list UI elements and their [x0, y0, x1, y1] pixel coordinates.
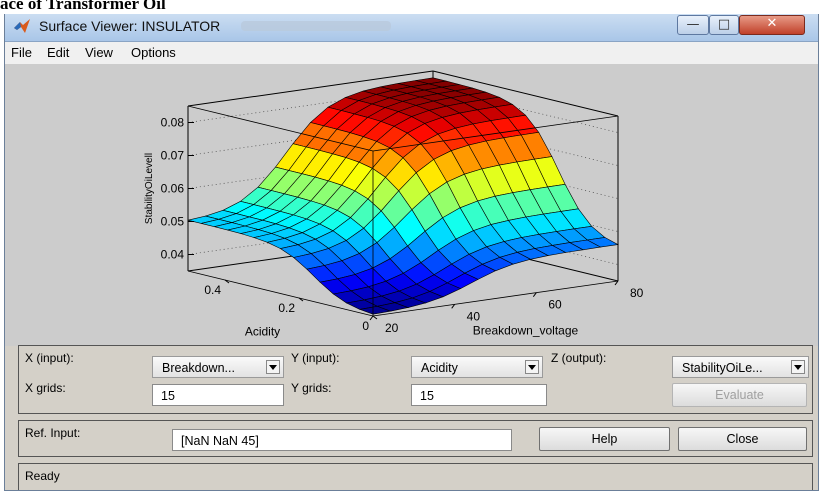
- x-tick-mark: [369, 315, 374, 321]
- box-edge: [187, 105, 374, 152]
- ref-input-label: Ref. Input:: [25, 426, 81, 440]
- x-tick-label: 80: [630, 286, 644, 300]
- x-tick-label: 60: [548, 298, 562, 312]
- box-edge: [372, 280, 619, 317]
- y-tick-label: 0.2: [278, 301, 295, 315]
- box-edge: [187, 270, 374, 317]
- y-tick-mark: [298, 297, 304, 302]
- z-tick-label: 0.06: [161, 182, 185, 196]
- close-window-button[interactable]: ✕: [739, 15, 805, 35]
- document-caption: ace of Transformer Oil: [0, 0, 819, 14]
- y-tick-label: 0.4: [204, 283, 221, 297]
- surface-plot-area[interactable]: 0.04 0.05 0.06 0.07 0.08 20 40 60 80 0 0.2 0.4 Break…: [5, 64, 818, 346]
- chevron-down-icon: [525, 360, 539, 374]
- y-input-select[interactable]: Acidity: [411, 356, 543, 378]
- ref-input-field[interactable]: [NaN NaN 45]: [172, 429, 512, 451]
- surface-plot[interactable]: 0.04 0.05 0.06 0.07 0.08 20 40 60 80 0 0.2 0.4 Break…: [5, 64, 819, 346]
- x-input-select[interactable]: Breakdown...: [152, 356, 284, 378]
- axes-selection-panel: X (input): Breakdown... Y (input): Acidi…: [18, 345, 813, 414]
- title-blur-region: [241, 21, 391, 31]
- x-grids-field[interactable]: 15: [152, 384, 284, 406]
- z-tick-label: 0.04: [161, 248, 185, 262]
- x-grids-value: 15: [161, 389, 175, 403]
- help-button[interactable]: Help: [539, 427, 670, 451]
- matlab-logo-icon: [14, 19, 30, 33]
- maximize-icon: □: [717, 17, 731, 32]
- surface-viewer-window: Surface Viewer: INSULATOR — □ ✕ File Edi…: [4, 10, 819, 491]
- minimize-button[interactable]: —: [677, 15, 709, 35]
- box-edge: [372, 115, 619, 152]
- x-tick-label: 20: [385, 321, 399, 335]
- menu-options[interactable]: Options: [131, 45, 176, 60]
- y-grids-field[interactable]: 15: [411, 384, 547, 406]
- ref-input-value: [NaN NaN 45]: [181, 434, 259, 448]
- y-grids-value: 15: [420, 389, 434, 403]
- menu-file[interactable]: File: [11, 45, 32, 60]
- close-icon: ✕: [766, 16, 778, 31]
- status-panel: Ready: [18, 463, 813, 490]
- menu-edit[interactable]: Edit: [47, 45, 70, 60]
- z-output-select[interactable]: StabilityOiLe...: [672, 356, 809, 378]
- x-axis-label: Breakdown_voltage: [473, 324, 579, 338]
- y-grids-label: Y grids:: [291, 381, 332, 395]
- y-axis-label: Acidity: [245, 325, 280, 339]
- x-tick-mark: [614, 280, 619, 286]
- box-edge: [187, 70, 434, 107]
- x-tick-label: 40: [467, 309, 481, 323]
- x-tick-mark: [451, 304, 456, 309]
- chevron-down-icon: [791, 360, 805, 374]
- z-output-value: StabilityOiLe...: [682, 361, 763, 375]
- z-tick-label: 0.05: [161, 215, 185, 229]
- x-input-value: Breakdown...: [162, 361, 235, 375]
- status-text: Ready: [25, 469, 60, 483]
- z-tick-label: 0.08: [161, 116, 185, 130]
- controls-area: X (input): Breakdown... Y (input): Acidi…: [18, 345, 813, 490]
- title-bar[interactable]: Surface Viewer: INSULATOR — □ ✕: [5, 11, 818, 42]
- menu-view[interactable]: View: [85, 45, 113, 60]
- window-title: Surface Viewer: INSULATOR: [39, 18, 221, 34]
- surface-patch: [358, 305, 392, 315]
- chevron-down-icon: [266, 360, 280, 374]
- evaluate-button[interactable]: Evaluate: [672, 383, 807, 407]
- menu-bar: File Edit View Options: [5, 42, 818, 65]
- y-input-value: Acidity: [421, 361, 458, 375]
- reference-input-panel: Ref. Input: [NaN NaN 45] Help Close: [18, 420, 813, 457]
- x-input-label: X (input):: [25, 351, 74, 365]
- z-output-label: Z (output):: [551, 351, 607, 365]
- y-tick-mark: [372, 315, 378, 320]
- box-edge: [432, 70, 619, 117]
- y-input-label: Y (input):: [291, 351, 340, 365]
- z-tick-label: 0.07: [161, 149, 185, 163]
- y-tick-mark: [224, 279, 230, 284]
- close-button[interactable]: Close: [678, 427, 807, 451]
- x-grids-label: X grids:: [25, 381, 66, 395]
- z-axis-label: StabilityOiLevell: [144, 153, 155, 224]
- maximize-button[interactable]: □: [709, 15, 739, 35]
- x-tick-mark: [532, 292, 537, 297]
- minimize-icon: —: [686, 17, 700, 32]
- y-tick-label: 0: [362, 319, 369, 333]
